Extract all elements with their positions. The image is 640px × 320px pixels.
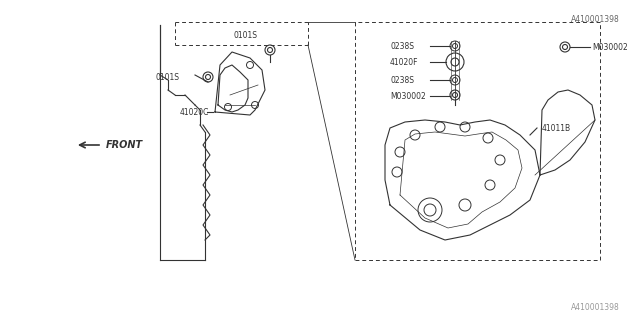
- Text: 0101S: 0101S: [233, 30, 257, 39]
- Text: 0238S: 0238S: [390, 76, 414, 84]
- Text: 41020C: 41020C: [180, 108, 209, 116]
- Text: 41020F: 41020F: [390, 58, 419, 67]
- Text: FRONT: FRONT: [106, 140, 143, 150]
- Text: A410001398: A410001398: [572, 15, 620, 24]
- Text: M030002: M030002: [390, 92, 426, 100]
- Text: 0101S: 0101S: [155, 73, 179, 82]
- Text: A410001398: A410001398: [572, 303, 620, 312]
- Text: 0238S: 0238S: [390, 42, 414, 51]
- Text: M030002: M030002: [592, 43, 628, 52]
- Text: 41011B: 41011B: [542, 124, 571, 132]
